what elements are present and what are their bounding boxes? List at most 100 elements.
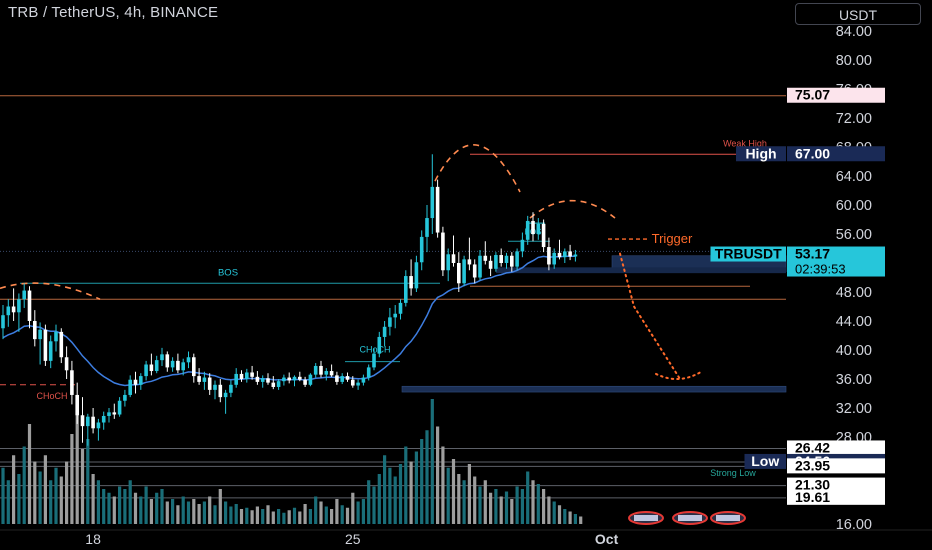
candle-body [531, 220, 535, 234]
volume-bar [324, 506, 328, 524]
candle-body [70, 370, 74, 395]
candle-body [22, 290, 26, 300]
volume-bar [75, 409, 79, 524]
candle-body [282, 377, 286, 382]
volume-bar [345, 507, 350, 524]
volume-bar [462, 480, 466, 524]
candle-body [234, 373, 238, 385]
price-tag-1: High [745, 145, 776, 161]
candle-body [351, 379, 355, 386]
price-label-bg-7 [787, 489, 885, 505]
arc-left [0, 282, 101, 300]
volume-bar [186, 501, 191, 524]
candle-body [11, 306, 16, 313]
event-flag-stripes-2 [716, 515, 740, 521]
volume-bar [1, 467, 5, 524]
volume-bar [504, 491, 509, 524]
volume-bar [388, 467, 392, 524]
volume-bar [102, 489, 106, 524]
candle-body [229, 384, 233, 393]
volume-bar [171, 499, 175, 524]
y-tick-label: 36.00 [836, 372, 872, 388]
candle-body [419, 236, 424, 263]
candle-body [186, 357, 191, 363]
volume-bar [557, 505, 562, 524]
volume-bar [425, 430, 429, 524]
candle-body [467, 259, 472, 265]
candle-body [75, 394, 79, 416]
candle-body [478, 255, 482, 278]
candle-body [536, 223, 541, 234]
volume-bar [22, 446, 26, 524]
y-tick-label: 32.00 [836, 401, 872, 417]
price-label-bg-1 [787, 146, 885, 162]
candle-body [319, 365, 323, 375]
currency-button[interactable]: USDT [795, 3, 921, 25]
strong-low-label: Strong Low [710, 468, 756, 478]
candle-body [218, 384, 223, 398]
candle-body [239, 373, 244, 379]
volume-bar [351, 492, 355, 524]
candle-body [64, 357, 69, 371]
volume-bar [218, 489, 222, 524]
volume-bar [144, 486, 148, 524]
volume-bar [340, 505, 344, 524]
volume-bar [573, 514, 577, 524]
candle-body [425, 218, 429, 237]
volume-bar [393, 476, 397, 524]
candle-body [86, 416, 90, 427]
candle-body [149, 364, 154, 372]
bos-zone [496, 267, 786, 274]
volume-bar [107, 492, 111, 524]
volume-bar [303, 504, 307, 524]
candle-body [382, 326, 387, 337]
volume-bar [112, 496, 116, 524]
volume-bar [118, 486, 122, 524]
volume-bar [515, 486, 519, 524]
volume-bar [17, 474, 21, 524]
volume-bar [128, 480, 132, 524]
volume-bar [229, 506, 233, 524]
volume-bar [80, 449, 85, 524]
arc-right [529, 199, 616, 219]
candle-body [340, 376, 344, 382]
volume-bar [330, 509, 334, 524]
candle-body [245, 372, 249, 379]
candle-body [271, 382, 276, 387]
volume-bar [277, 509, 281, 524]
candle-body [144, 364, 148, 377]
volume-bar [239, 509, 244, 524]
candle-body [292, 376, 297, 381]
candle-body [207, 377, 212, 390]
price-label-1: 67.00 [795, 145, 830, 161]
price-countdown: 02:39:53 [795, 262, 846, 277]
volume-bar [314, 496, 318, 524]
volume-bar [27, 424, 32, 524]
candle-body [377, 336, 382, 354]
candle-body [393, 313, 397, 318]
candle-body [139, 376, 143, 385]
candle-body [101, 415, 106, 423]
candle-body [266, 378, 270, 383]
candle-body [388, 317, 392, 327]
volume-bar [478, 486, 482, 524]
candle-body [313, 365, 318, 375]
candle-body [160, 354, 164, 361]
price-label-bg-5 [787, 458, 885, 474]
price-tag-4: Low [751, 453, 779, 469]
y-tick-label: 80.00 [836, 53, 872, 69]
candle-body [123, 394, 127, 401]
candle-body [414, 262, 419, 289]
price-label-7: 19.61 [795, 489, 830, 505]
candle-body [324, 371, 329, 375]
candle-body [520, 239, 525, 252]
candle-body [197, 376, 201, 382]
volume-bar [367, 480, 371, 524]
event-flag-stripes-0 [634, 515, 658, 521]
volume-bar [308, 509, 312, 524]
price-tag-bg-2 [710, 246, 786, 262]
volume-bar [552, 501, 556, 524]
bos-label-left: BOS [218, 267, 238, 278]
volume-bar [372, 486, 376, 524]
